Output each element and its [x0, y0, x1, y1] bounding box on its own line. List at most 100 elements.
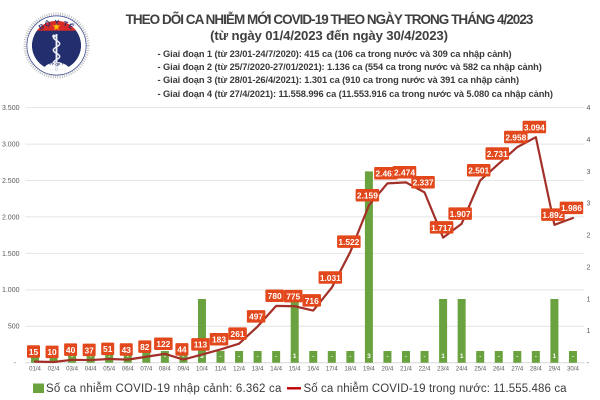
- svg-text:28/4: 28/4: [530, 365, 542, 372]
- svg-text:26/4: 26/4: [493, 365, 505, 372]
- svg-text:2.000: 2.000: [2, 214, 20, 221]
- svg-text:-: -: [238, 355, 240, 361]
- svg-text:1.717: 1.717: [431, 223, 452, 233]
- svg-text:-: -: [479, 355, 481, 361]
- svg-text:4: 4: [587, 137, 591, 144]
- svg-text:2: 2: [587, 233, 591, 240]
- svg-text:3: 3: [200, 353, 204, 360]
- svg-text:2.461: 2.461: [375, 169, 396, 179]
- svg-text:1: 1: [293, 353, 297, 360]
- svg-text:3.094: 3.094: [524, 122, 545, 132]
- svg-text:261: 261: [231, 329, 245, 339]
- svg-text:2.159: 2.159: [357, 191, 378, 201]
- svg-text:23/4: 23/4: [437, 365, 449, 372]
- svg-text:3: 3: [367, 353, 371, 360]
- svg-text:2.337: 2.337: [413, 178, 434, 188]
- svg-text:01/4: 01/4: [29, 365, 41, 372]
- svg-text:20/4: 20/4: [382, 365, 394, 372]
- svg-text:BỘ Y TẾ: BỘ Y TẾ: [38, 18, 77, 31]
- svg-text:1: 1: [441, 353, 445, 360]
- svg-text:04/4: 04/4: [85, 365, 97, 372]
- svg-text:10: 10: [47, 347, 57, 357]
- svg-text:-: -: [127, 355, 129, 361]
- svg-text:51: 51: [103, 344, 113, 354]
- svg-text:780: 780: [268, 291, 282, 301]
- svg-text:-: -: [90, 355, 92, 361]
- svg-text:500: 500: [8, 324, 20, 331]
- svg-text:07/4: 07/4: [140, 365, 152, 372]
- svg-text:05/4: 05/4: [103, 365, 115, 372]
- svg-text:15/4: 15/4: [289, 365, 301, 372]
- svg-text:29/4: 29/4: [548, 365, 560, 372]
- svg-text:-: -: [164, 355, 166, 361]
- svg-text:1: 1: [587, 328, 591, 335]
- svg-text:06/4: 06/4: [122, 365, 134, 372]
- svg-text:1.892: 1.892: [542, 210, 563, 220]
- svg-text:-: -: [257, 355, 259, 361]
- svg-text:1.907: 1.907: [450, 209, 471, 219]
- svg-text:-: -: [14, 360, 17, 367]
- svg-text:2.731: 2.731: [487, 149, 508, 159]
- svg-text:-: -: [182, 355, 184, 361]
- svg-text:08/4: 08/4: [159, 365, 171, 372]
- svg-text:16/4: 16/4: [307, 365, 319, 372]
- svg-text:1.000: 1.000: [2, 287, 20, 294]
- svg-text:-: -: [220, 355, 222, 361]
- svg-text:-: -: [331, 355, 333, 361]
- svg-text:19/4: 19/4: [363, 365, 375, 372]
- svg-text:13/4: 13/4: [252, 365, 264, 372]
- svg-text:183: 183: [212, 335, 226, 345]
- svg-text:25/4: 25/4: [474, 365, 486, 372]
- svg-text:1: 1: [587, 296, 591, 303]
- svg-text:37: 37: [84, 345, 94, 355]
- svg-text:-: -: [587, 360, 590, 367]
- svg-text:-: -: [312, 355, 314, 361]
- svg-text:497: 497: [249, 312, 263, 322]
- svg-text:02/4: 02/4: [48, 365, 60, 372]
- svg-text:-: -: [71, 355, 73, 361]
- svg-text:15: 15: [29, 347, 39, 357]
- svg-text:17/4: 17/4: [326, 365, 338, 372]
- svg-text:30/4: 30/4: [567, 365, 579, 372]
- svg-text:Số ca nhiễm COVID-19 nhập cảnh: Số ca nhiễm COVID-19 nhập cảnh: 6.362 ca: [46, 382, 282, 395]
- svg-text:44: 44: [177, 345, 187, 355]
- svg-text:-: -: [535, 355, 537, 361]
- svg-text:-: -: [349, 355, 351, 361]
- svg-text:2.500: 2.500: [2, 178, 20, 185]
- svg-text:3: 3: [587, 201, 591, 208]
- svg-text:-: -: [424, 355, 426, 361]
- svg-text:-: -: [108, 355, 110, 361]
- svg-text:2.474: 2.474: [394, 168, 415, 178]
- svg-text:1.500: 1.500: [2, 251, 20, 258]
- svg-text:24/4: 24/4: [456, 365, 468, 372]
- svg-text:12/4: 12/4: [233, 365, 245, 372]
- svg-text:3.500: 3.500: [2, 105, 20, 112]
- svg-text:2.501: 2.501: [468, 166, 489, 176]
- svg-text:1: 1: [553, 353, 557, 360]
- svg-text:-: -: [572, 355, 574, 361]
- svg-text:1.031: 1.031: [320, 273, 341, 283]
- svg-text:03/4: 03/4: [66, 365, 78, 372]
- svg-text:113: 113: [194, 340, 208, 350]
- svg-text:11/4: 11/4: [215, 365, 227, 372]
- svg-text:-: -: [275, 355, 277, 361]
- svg-text:2: 2: [587, 264, 591, 271]
- svg-text:1.986: 1.986: [561, 203, 582, 213]
- svg-text:1: 1: [460, 353, 464, 360]
- svg-text:40: 40: [66, 345, 76, 355]
- svg-text:14/4: 14/4: [270, 365, 282, 372]
- svg-text:Số ca nhiễm COVID-19 trong nướ: Số ca nhiễm COVID-19 trong nước: 11.555.…: [304, 382, 568, 395]
- svg-text:-: -: [498, 355, 500, 361]
- svg-text:09/4: 09/4: [177, 365, 189, 372]
- svg-text:2.958: 2.958: [505, 132, 526, 142]
- svg-text:775: 775: [286, 291, 300, 301]
- svg-text:43: 43: [122, 345, 132, 355]
- svg-text:21/4: 21/4: [400, 365, 412, 372]
- svg-text:716: 716: [305, 296, 319, 306]
- svg-text:-: -: [386, 355, 388, 361]
- svg-text:18/4: 18/4: [344, 365, 356, 372]
- svg-text:-: -: [405, 355, 407, 361]
- svg-text:3.000: 3.000: [2, 142, 20, 149]
- svg-text:4: 4: [587, 105, 591, 112]
- svg-text:10/4: 10/4: [196, 365, 208, 372]
